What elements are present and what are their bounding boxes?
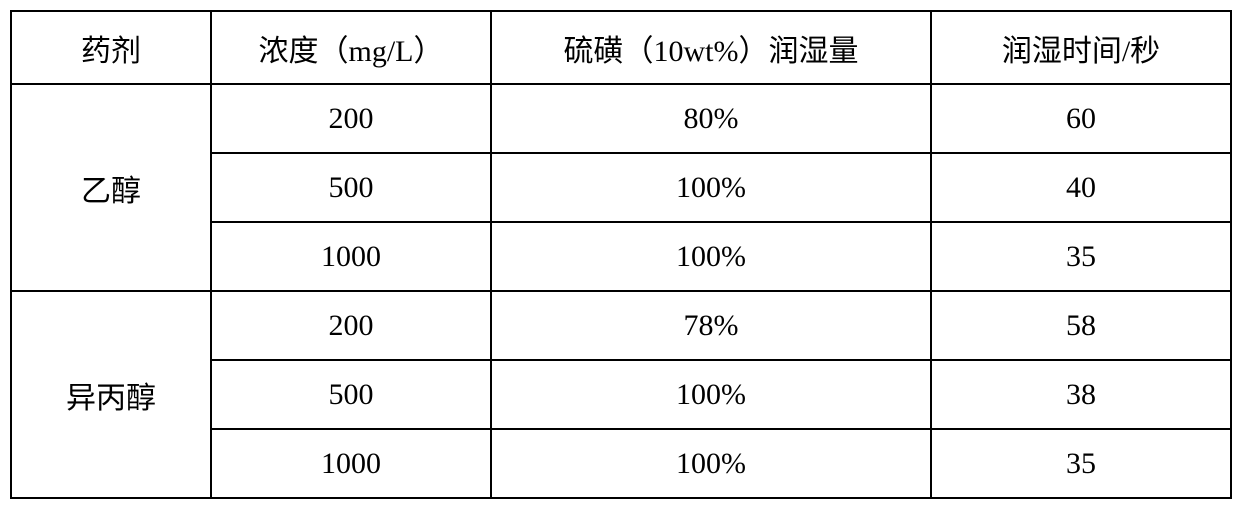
cell-conc: 500 [211,153,491,222]
table-header-row: 药剂 浓度（mg/L） 硫磺（10wt%）润湿量 润湿时间/秒 [11,11,1231,84]
cell-time: 58 [931,291,1231,360]
cell-wet: 78% [491,291,931,360]
col-wet: 硫磺（10wt%）润湿量 [491,11,931,84]
table-row: 乙醇 200 80% 60 [11,84,1231,153]
cell-wet: 100% [491,153,931,222]
table-row: 异丙醇 200 78% 58 [11,291,1231,360]
cell-time: 38 [931,360,1231,429]
cell-time: 35 [931,429,1231,498]
cell-conc: 1000 [211,222,491,291]
cell-conc: 200 [211,291,491,360]
cell-wet: 100% [491,360,931,429]
cell-time: 60 [931,84,1231,153]
cell-conc: 500 [211,360,491,429]
cell-time: 40 [931,153,1231,222]
cell-agent: 乙醇 [11,84,211,291]
col-agent: 药剂 [11,11,211,84]
col-time: 润湿时间/秒 [931,11,1231,84]
col-conc: 浓度（mg/L） [211,11,491,84]
cell-wet: 100% [491,222,931,291]
cell-time: 35 [931,222,1231,291]
cell-conc: 1000 [211,429,491,498]
cell-wet: 100% [491,429,931,498]
cell-agent: 异丙醇 [11,291,211,498]
cell-wet: 80% [491,84,931,153]
wetting-table: 药剂 浓度（mg/L） 硫磺（10wt%）润湿量 润湿时间/秒 乙醇 200 8… [10,10,1232,499]
cell-conc: 200 [211,84,491,153]
